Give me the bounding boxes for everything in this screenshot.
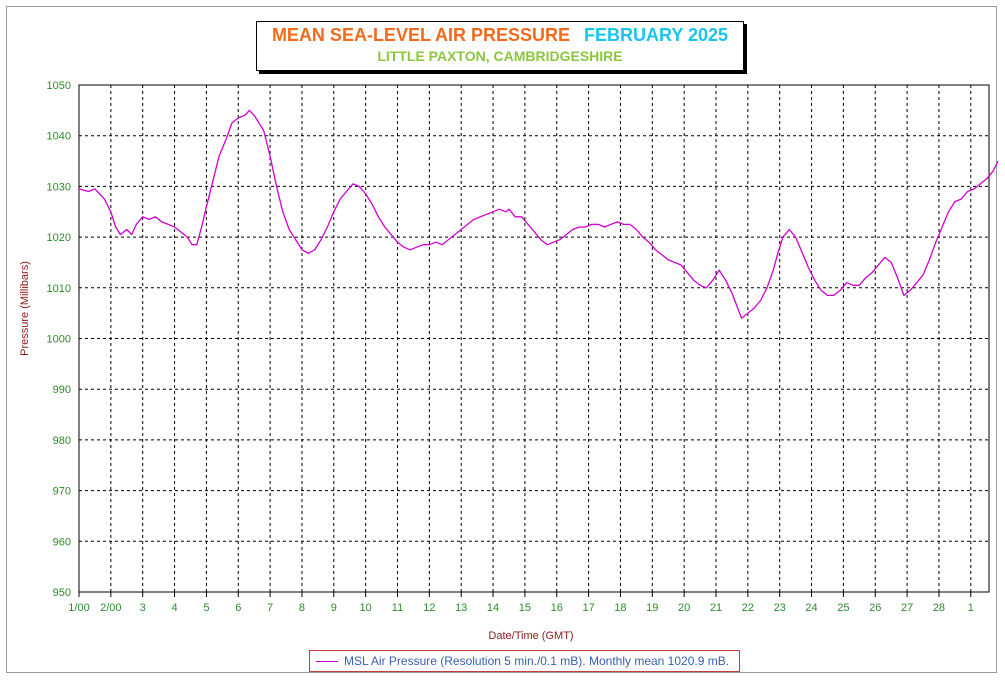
series-line-msl-pressure xyxy=(78,109,999,319)
y-tick-labels: 950 960 970 980 990 1000 1010 1020 1030 1040 1050 xyxy=(47,80,71,599)
x-tick-label: 16 xyxy=(551,602,563,614)
x-tick-label: 2/00 xyxy=(100,602,121,614)
x-tick-label: 7 xyxy=(267,602,273,614)
x-tick-label: 5 xyxy=(203,602,209,614)
x-tick-label: 20 xyxy=(678,602,690,614)
x-tick-label: 8 xyxy=(299,602,305,614)
x-tick-label: 14 xyxy=(487,602,499,614)
y-tick-label: 1000 xyxy=(47,334,71,346)
y-tick-label: 1020 xyxy=(47,232,71,244)
plot-area xyxy=(78,84,990,593)
legend-label: MSL Air Pressure (Resolution 5 min./0.1 … xyxy=(344,654,730,668)
y-tick-label: 980 xyxy=(53,435,71,447)
x-tick-label: 15 xyxy=(519,602,531,614)
chart-title: MEAN SEA-LEVEL AIR PRESSURE xyxy=(271,25,570,45)
x-tick-label: 1 xyxy=(968,602,974,614)
y-tick-label: 1010 xyxy=(47,283,71,295)
x-tick-label: 1/00 xyxy=(68,602,89,614)
x-tick-label: 27 xyxy=(901,602,913,614)
x-tick-label: 19 xyxy=(646,602,658,614)
x-tick-label: 9 xyxy=(331,602,337,614)
x-tick-labels: 1/00 2/00 3 4 5 6 7 8 9 10 11 12 13 14 15 16 17 18 19 20 21 2… xyxy=(68,602,974,614)
grid-layer xyxy=(78,85,989,597)
x-tick-label: 21 xyxy=(710,602,722,614)
x-tick-label: 3 xyxy=(140,602,146,614)
x-tick-label: 24 xyxy=(805,602,817,614)
y-axis-label: Pressure (Millibars) xyxy=(19,261,31,356)
y-tick-label: 960 xyxy=(53,536,71,548)
x-tick-label: 25 xyxy=(837,602,849,614)
chart-subtitle: LITTLE PAXTON, CAMBRIDGESHIRE xyxy=(377,48,623,64)
y-tick-label: 1040 xyxy=(47,131,71,143)
x-tick-label: 22 xyxy=(742,602,754,614)
y-tick-label: 1050 xyxy=(47,80,71,92)
x-tick-label: 6 xyxy=(235,602,241,614)
title-line: MEAN SEA-LEVEL AIR PRESSURE FEBRUARY 2025 xyxy=(257,25,743,46)
legend-line-swatch xyxy=(316,661,338,662)
x-tick-label: 28 xyxy=(933,602,945,614)
x-tick-label: 4 xyxy=(171,602,177,614)
y-tick-label: 1030 xyxy=(47,181,71,193)
chart-title-month: FEBRUARY 2025 xyxy=(583,25,729,45)
chart-frame xyxy=(6,6,997,673)
x-tick-label: 10 xyxy=(360,602,372,614)
y-tick-label: 950 xyxy=(53,587,71,599)
x-tick-label: 18 xyxy=(614,602,626,614)
x-tick-label: 23 xyxy=(774,602,786,614)
x-tick-label: 12 xyxy=(423,602,435,614)
x-tick-label: 11 xyxy=(392,602,403,614)
series-layer xyxy=(78,109,999,319)
y-tick-label: 990 xyxy=(53,384,71,396)
x-axis-label: Date/Time (GMT) xyxy=(488,630,573,642)
x-tick-label: 26 xyxy=(869,602,881,614)
legend: MSL Air Pressure (Resolution 5 min./0.1 … xyxy=(309,650,740,672)
x-tick-label: 17 xyxy=(582,602,594,614)
y-tick-label: 970 xyxy=(53,486,71,498)
x-tick-label: 13 xyxy=(455,602,467,614)
chart-title-box: MEAN SEA-LEVEL AIR PRESSURE FEBRUARY 2025… xyxy=(256,21,744,71)
